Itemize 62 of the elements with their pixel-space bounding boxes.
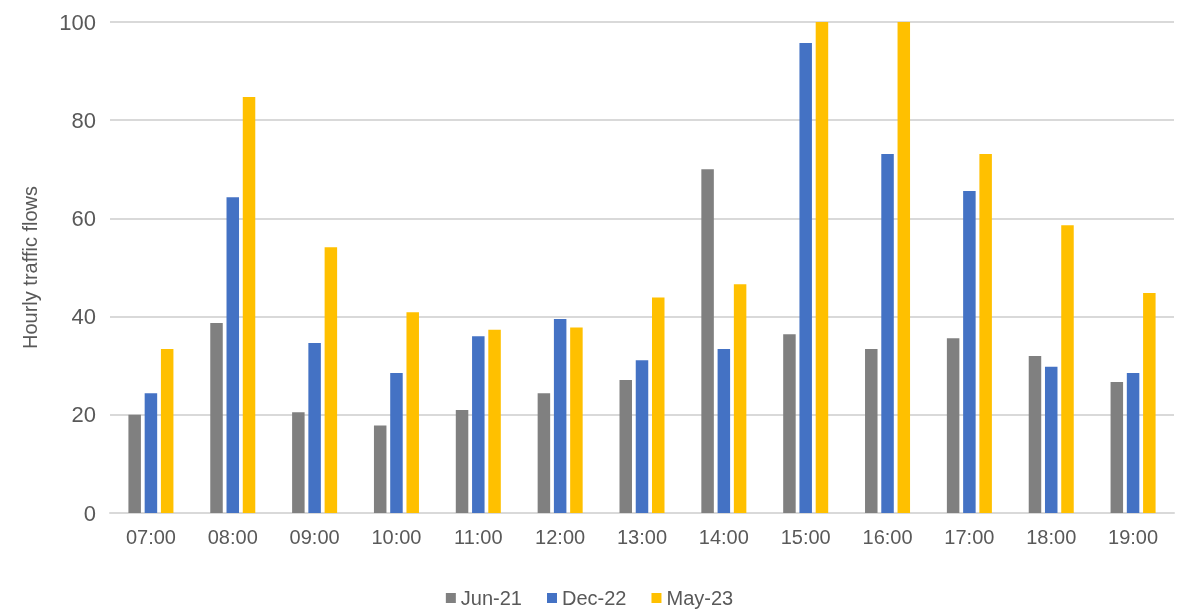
bar (373, 425, 387, 513)
bar (553, 319, 567, 513)
legend-label: Dec-22 (562, 587, 627, 609)
bar (455, 409, 469, 513)
bar (1143, 293, 1156, 513)
x-tick-label: 12:00 (535, 526, 586, 548)
bar (963, 190, 976, 513)
bar (488, 329, 501, 513)
bar (1028, 355, 1042, 513)
x-tick-label: 08:00 (207, 526, 258, 548)
bar (472, 336, 485, 513)
bar (881, 154, 894, 513)
y-tick-label: 20 (71, 402, 96, 428)
bar (652, 297, 665, 513)
x-tick-label: 13:00 (616, 526, 668, 548)
bar (570, 327, 583, 513)
bar (865, 349, 878, 513)
x-tick-label: 10:00 (371, 526, 422, 548)
bar (226, 197, 240, 513)
bar (292, 412, 305, 513)
bar (799, 43, 812, 513)
bar (210, 322, 223, 513)
bar (242, 97, 256, 513)
x-tick-label: 15:00 (780, 526, 831, 548)
bar (308, 343, 321, 513)
bar (1044, 366, 1058, 513)
bar (144, 393, 158, 513)
x-tick-label: 16:00 (862, 526, 913, 548)
bar (619, 379, 632, 513)
x-tick-label: 17:00 (944, 526, 995, 548)
bar (1110, 381, 1124, 513)
bar (815, 22, 829, 513)
bar (537, 393, 551, 513)
x-tick-label: 14:00 (698, 526, 749, 548)
x-tick-label: 18:00 (1026, 526, 1077, 548)
bar (733, 284, 747, 513)
bar (1061, 225, 1074, 513)
bar (128, 414, 141, 513)
bar (897, 22, 911, 513)
bar (390, 373, 403, 513)
bar (635, 360, 649, 513)
legend-label: May-23 (666, 587, 734, 609)
y-tick-label: 80 (71, 107, 96, 133)
y-tick-label: 100 (59, 9, 96, 35)
bar (946, 338, 960, 513)
bar (406, 312, 419, 513)
bar (160, 349, 174, 513)
legend-label: Jun-21 (460, 587, 522, 609)
bar (1126, 373, 1140, 513)
bar (979, 154, 992, 513)
x-tick-label: 11:00 (454, 526, 503, 548)
y-tick-label: 40 (71, 304, 96, 330)
x-tick-label: 19:00 (1108, 526, 1159, 548)
y-tick-label: 60 (71, 205, 96, 231)
x-tick-label: 09:00 (289, 526, 340, 548)
bar (783, 334, 796, 513)
bar (701, 169, 714, 513)
y-axis-title: Hourly traffic flows (19, 185, 41, 350)
bar (324, 247, 338, 513)
x-tick-label: 07:00 (125, 526, 176, 548)
bar (717, 349, 731, 513)
y-tick-label: 0 (83, 500, 96, 526)
